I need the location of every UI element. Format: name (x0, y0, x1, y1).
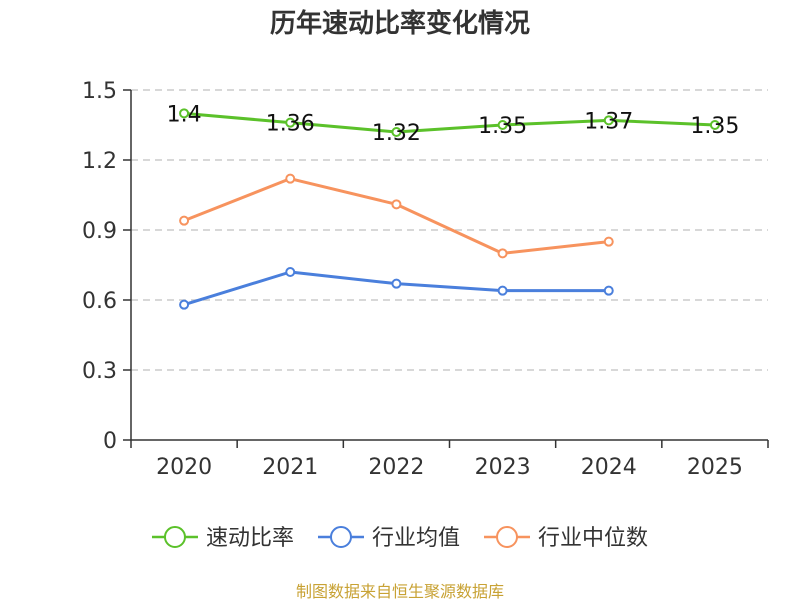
x-tick-label: 2022 (368, 455, 424, 480)
series-line (183, 111, 715, 134)
data-point[interactable] (285, 267, 296, 277)
legend-label: 行业均值 (372, 526, 460, 551)
legend-label: 行业中位数 (538, 526, 648, 551)
data-point[interactable] (497, 248, 508, 259)
data-label: 1.35 (690, 114, 739, 139)
data-point[interactable] (391, 278, 402, 289)
series-group: 1.4 1.36 1.32 1.35 1.37 1.35 (167, 102, 739, 310)
data-point[interactable] (497, 285, 508, 296)
y-tick-label: 0.3 (82, 359, 117, 384)
data-point[interactable] (179, 108, 190, 119)
data-label: 1.35 (478, 114, 527, 139)
data-point[interactable] (391, 199, 402, 210)
legend-item[interactable]: 速动比率 (151, 526, 294, 551)
data-point[interactable] (603, 115, 614, 126)
data-point[interactable] (285, 173, 296, 184)
data-point[interactable] (603, 285, 614, 296)
x-tick-label: 2020 (156, 455, 212, 480)
series-line (183, 177, 609, 255)
y-tick-label: 0 (103, 429, 117, 454)
data-point[interactable] (285, 117, 296, 128)
data-label: 1.36 (266, 112, 315, 137)
legend-label: 速动比率 (206, 526, 294, 551)
x-tick-label: 2025 (687, 455, 743, 480)
legend-marker-icon (163, 526, 186, 548)
data-label: 1.4 (167, 102, 202, 127)
y-tick-label: 1.5 (82, 79, 117, 104)
legend-item[interactable]: 行业中位数 (484, 526, 648, 551)
legend[interactable]: 速动比率 行业均值 行业中位数 (151, 526, 648, 551)
data-point[interactable] (709, 120, 720, 130)
y-tick-label: 0.6 (82, 289, 117, 314)
x-tick-label: 2021 (262, 455, 318, 480)
data-point[interactable] (603, 236, 614, 247)
data-point[interactable] (179, 215, 190, 226)
legend-item[interactable]: 行业均值 (317, 526, 460, 551)
data-label: 1.32 (372, 121, 421, 146)
x-tick-label: 2024 (581, 455, 637, 480)
legend-marker-icon (496, 526, 519, 548)
data-point[interactable] (391, 127, 402, 137)
y-tick-label: 1.2 (82, 149, 117, 174)
data-point[interactable] (497, 120, 508, 130)
data-point[interactable] (179, 299, 190, 310)
source-note: 制图数据来自恒生聚源数据库 (295, 582, 504, 601)
data-label: 1.37 (584, 109, 633, 134)
axes: 0 0.3 0.6 0.9 1.2 1.5 2020 2021 2022 2023 2024 2025 (82, 79, 769, 480)
chart-title: 历年速动比率变化情况 (270, 8, 530, 39)
y-tick-label: 0.9 (82, 219, 117, 244)
legend-marker-icon (329, 526, 352, 548)
x-tick-label: 2023 (475, 455, 531, 480)
